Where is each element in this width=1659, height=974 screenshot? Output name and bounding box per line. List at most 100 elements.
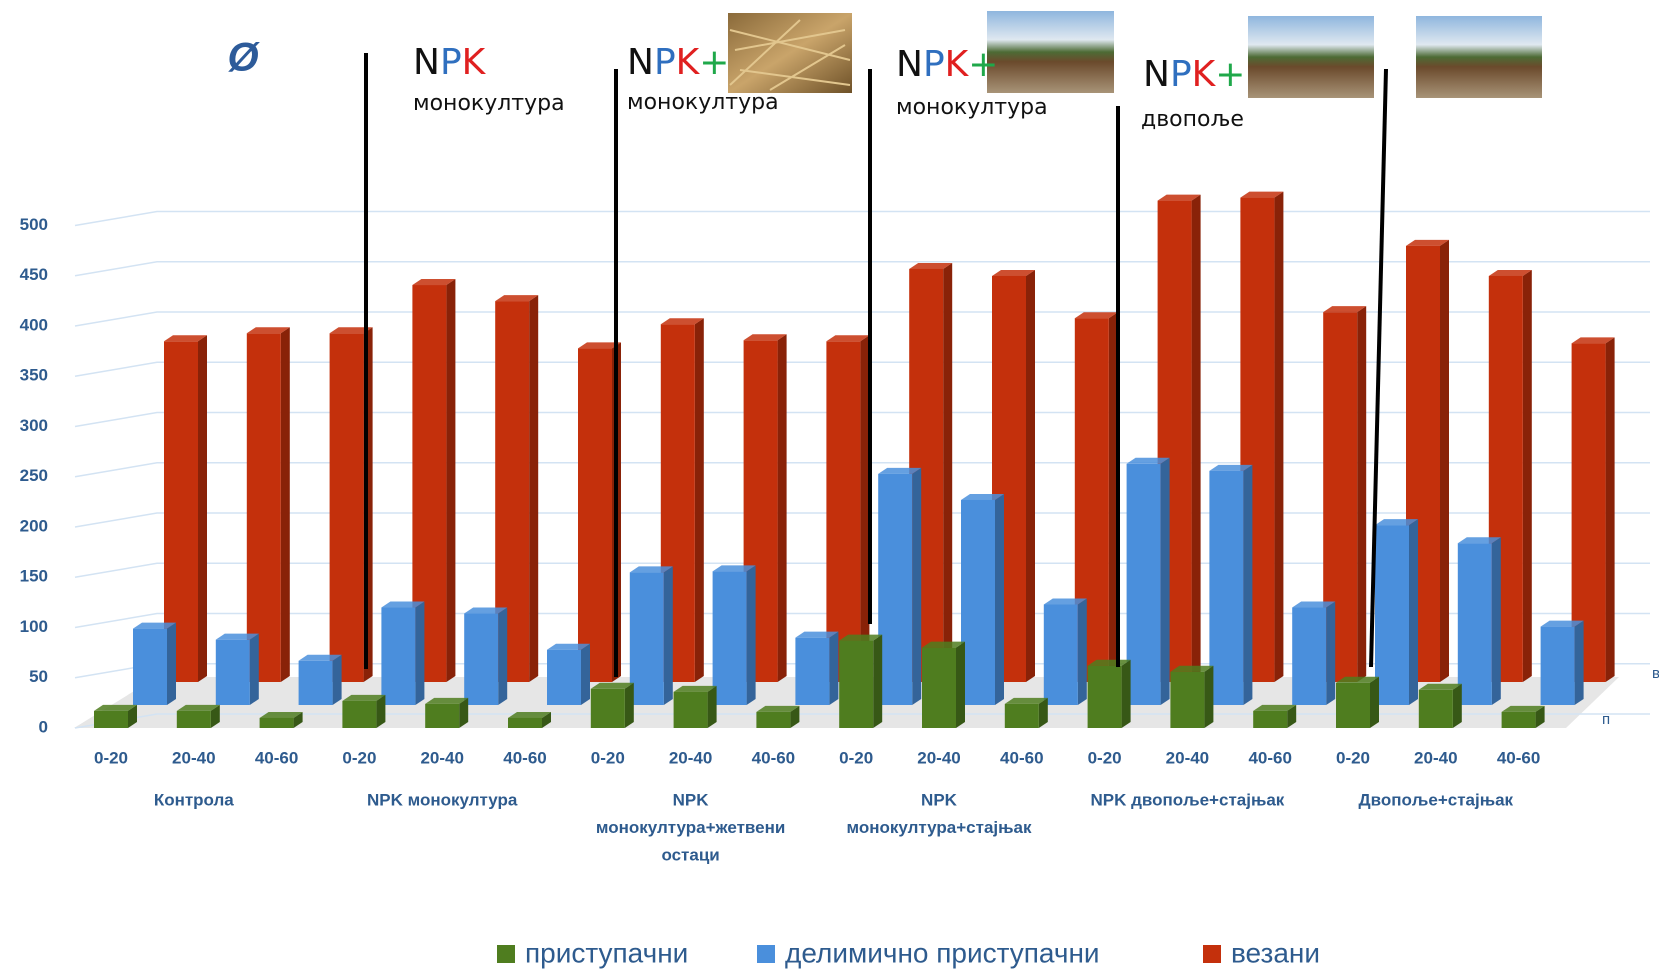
bar-top (1540, 620, 1584, 627)
bar-front (1170, 671, 1205, 728)
bar-side (746, 565, 756, 705)
bar-top (756, 705, 800, 712)
annotation-letter: + (968, 44, 998, 85)
y-tick-label: 450 (20, 265, 48, 284)
bar-side (293, 711, 303, 728)
bar-front (1043, 604, 1078, 705)
bar-front (176, 710, 211, 728)
bar (133, 622, 176, 705)
bar-top (1292, 601, 1336, 608)
bar-top (795, 631, 839, 638)
bar-top (1004, 697, 1048, 704)
bar-side (956, 641, 965, 728)
bar (1336, 676, 1379, 728)
bar (259, 711, 303, 728)
x-tick-label: 40-60 (1497, 748, 1540, 767)
bar-top (826, 335, 870, 342)
bar-top (1074, 312, 1118, 319)
bar-front (795, 637, 830, 705)
bar-front (381, 607, 416, 705)
bar (826, 335, 870, 682)
bar-side (1452, 683, 1462, 728)
bar-side (1357, 306, 1367, 682)
bar-front (298, 660, 333, 705)
bar-side (707, 685, 717, 728)
bar-top (878, 467, 922, 474)
bar (922, 641, 965, 728)
bar-front (259, 717, 294, 728)
y-tick-label: 500 (20, 215, 48, 234)
bar-top (259, 711, 303, 718)
annotation-letter: K (945, 44, 970, 85)
y-tick-label: 0 (39, 717, 48, 736)
annotation-letter: N (896, 44, 923, 85)
bar-front (508, 717, 542, 728)
x-tick-label: 0-20 (342, 748, 376, 767)
bar (1292, 601, 1336, 705)
annotation-title: NPK+ (627, 42, 729, 83)
bar-top (215, 633, 259, 640)
bar-front (1209, 470, 1244, 705)
bar (1043, 598, 1087, 705)
bar-side (1160, 457, 1170, 705)
bar-top (1418, 683, 1462, 690)
bar-top (133, 622, 176, 629)
bar-top (94, 704, 137, 711)
legend-label: делимично приступачни (785, 937, 1100, 968)
x-tick-label: 40-60 (752, 748, 795, 767)
annotation-subtitle: двопоље (1141, 107, 1244, 132)
annotation-title: NPK+ (1143, 54, 1245, 95)
bar-top (425, 697, 469, 704)
bar (1253, 704, 1297, 728)
bar-side (1274, 191, 1284, 682)
bar (94, 704, 137, 728)
bar-side (1287, 704, 1297, 728)
x-tick-label: 20-40 (420, 748, 463, 767)
bar (839, 634, 883, 728)
group-label: NPK двопоље+стајњак (1090, 790, 1284, 809)
bar-top (590, 682, 634, 689)
annotation-letter: P (654, 42, 676, 83)
annotation-letter: N (1143, 54, 1170, 95)
bar-front (712, 571, 747, 705)
bar-top (712, 565, 756, 572)
bar-side (542, 711, 551, 728)
bar-front (246, 333, 281, 682)
bar-top (1336, 676, 1379, 683)
x-tick-label: 40-60 (255, 748, 298, 767)
bar (425, 697, 469, 728)
bar (992, 269, 1035, 682)
bar-side (1440, 239, 1449, 682)
bar-side (1204, 665, 1214, 728)
bar (464, 607, 508, 705)
bar (1375, 519, 1418, 705)
bar (756, 705, 800, 728)
bar (176, 704, 220, 728)
y-tick-label: 50 (29, 667, 48, 686)
x-tick-label: 0-20 (1088, 748, 1122, 767)
bar-front (547, 649, 581, 705)
bar-side (210, 704, 220, 728)
x-tick-label: 0-20 (94, 748, 128, 767)
bar-top (412, 279, 456, 286)
bar (673, 685, 717, 728)
bar-front (590, 688, 625, 728)
bar-top (1253, 704, 1297, 711)
bar-top (464, 607, 508, 614)
y-tick-label: 300 (20, 416, 48, 435)
bar-side (128, 704, 137, 728)
bar-side (943, 262, 953, 682)
y-tick-label: 100 (20, 617, 48, 636)
bar-front (878, 473, 913, 705)
bar-side (777, 334, 787, 682)
bar (298, 654, 342, 705)
y-tick-label: 150 (20, 567, 48, 586)
bar-front (1375, 525, 1409, 705)
grid-line (74, 411, 1650, 428)
bar-side (376, 694, 386, 728)
bar-top (1501, 705, 1545, 712)
divider-lines (364, 53, 1388, 677)
bar-front (922, 647, 956, 728)
bar-top (839, 634, 883, 641)
bar (590, 682, 634, 728)
